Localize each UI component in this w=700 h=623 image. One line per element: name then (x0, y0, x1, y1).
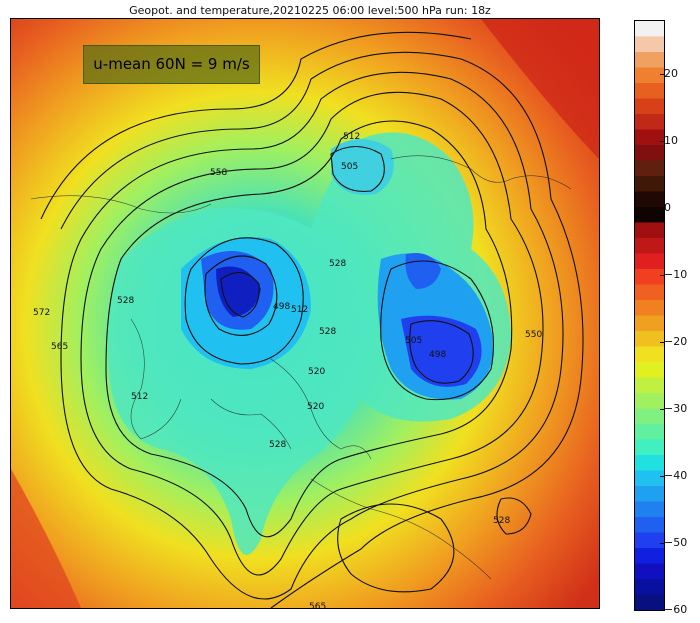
colorbar-band (635, 269, 664, 286)
contour-label: 528 (319, 327, 336, 337)
contour-label: 505 (341, 162, 358, 172)
colorbar-band (635, 455, 664, 472)
colorbar-band (635, 439, 664, 456)
colorbar-band (635, 21, 664, 38)
contour-label: 512 (291, 305, 308, 315)
colorbar-band (635, 579, 664, 596)
colorbar (634, 20, 665, 611)
contour-label: 528 (493, 516, 510, 526)
colorbar-band (635, 594, 664, 611)
contour-label: 512 (131, 392, 148, 402)
contour-label: 498 (429, 350, 446, 360)
contour-label: 528 (329, 259, 346, 269)
contour-label: 558 (210, 168, 227, 178)
colorbar-tick: −10 (659, 268, 688, 281)
chart-title: Geopot. and temperature,20210225 06:00 l… (129, 4, 491, 17)
contour-label: 550 (525, 330, 542, 340)
colorbar-band (635, 362, 664, 379)
contour-label: 528 (269, 440, 286, 450)
contour-label: 572 (33, 308, 50, 318)
colorbar-band (635, 563, 664, 580)
contour-label: 520 (307, 402, 324, 412)
colorbar-tick: 20 (660, 67, 678, 80)
colorbar-band (635, 300, 664, 317)
colorbar-band (635, 129, 664, 146)
contour-label: 528 (117, 296, 134, 306)
colorbar-band (635, 501, 664, 518)
colorbar-band (635, 284, 664, 301)
colorbar-band (635, 98, 664, 115)
colorbar-band (635, 393, 664, 410)
colorbar-band (635, 52, 664, 69)
colorbar-band (635, 114, 664, 131)
colorbar-band (635, 160, 664, 177)
colorbar-band (635, 207, 664, 224)
colorbar-band (635, 145, 664, 162)
contour-labels: 558 512 505 528 498 512 528 505 498 528 … (33, 132, 542, 608)
colorbar-tick: 0 (660, 201, 671, 214)
map-panel: 558 512 505 528 498 512 528 505 498 528 … (10, 18, 600, 609)
colorbar-band (635, 517, 664, 534)
colorbar-band (635, 36, 664, 53)
u-mean-annotation: u-mean 60N = 9 m/s (83, 45, 260, 84)
colorbar-band (635, 67, 664, 84)
coastlines (30, 155, 572, 580)
contour-label: 498 (273, 302, 290, 312)
contour-label: 565 (51, 342, 68, 352)
geopotential-contours (40, 31, 584, 608)
cold-airmass (107, 132, 512, 555)
colorbar-band (635, 548, 664, 565)
contour-label: 520 (308, 367, 325, 377)
contour-label: 565 (309, 602, 326, 608)
colorbar-tick: −40 (659, 469, 688, 482)
colorbar-band (635, 176, 664, 193)
colorbar-band (635, 83, 664, 100)
colorbar-tick: 10 (660, 134, 678, 147)
colorbar-tick: −30 (659, 402, 688, 415)
colorbar-band (635, 191, 664, 208)
colorbar-band (635, 486, 664, 503)
colorbar-band (635, 331, 664, 348)
colorbar-band (635, 424, 664, 441)
colorbar-band (635, 238, 664, 255)
contour-label: 512 (343, 132, 360, 142)
colorbar-band (635, 346, 664, 363)
colorbar-tick: −60 (659, 603, 688, 616)
colorbar-band (635, 408, 664, 425)
colorbar-band (635, 222, 664, 239)
colorbar-band (635, 315, 664, 332)
colorbar-band (635, 470, 664, 487)
colorbar-gradient (635, 21, 664, 611)
colorbar-band (635, 253, 664, 270)
colorbar-tick: −50 (659, 536, 688, 549)
colorbar-tick: −20 (659, 335, 688, 348)
colorbar-band (635, 377, 664, 394)
contour-label: 505 (405, 336, 422, 346)
temperature-field: 558 512 505 528 498 512 528 505 498 528 … (11, 19, 599, 608)
colorbar-band (635, 532, 664, 549)
